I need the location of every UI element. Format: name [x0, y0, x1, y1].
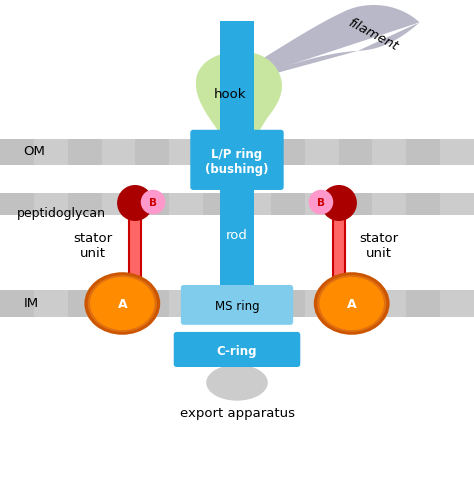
Text: A: A — [118, 298, 127, 311]
Bar — [203, 194, 237, 215]
FancyBboxPatch shape — [190, 131, 283, 191]
Bar — [0, 194, 34, 215]
Bar — [406, 140, 440, 166]
Bar — [271, 194, 305, 215]
Text: IM: IM — [24, 296, 39, 309]
Text: A: A — [347, 298, 356, 311]
Text: MS ring: MS ring — [215, 300, 259, 312]
FancyBboxPatch shape — [181, 286, 293, 325]
Bar — [129, 194, 141, 304]
Text: stator
unit: stator unit — [360, 232, 399, 260]
Bar — [68, 140, 101, 166]
Bar — [271, 291, 305, 317]
Text: stator
unit: stator unit — [73, 232, 112, 260]
Text: OM: OM — [24, 145, 46, 158]
FancyBboxPatch shape — [173, 332, 301, 367]
Bar — [0, 140, 474, 166]
Bar — [68, 291, 101, 317]
Bar — [406, 194, 440, 215]
Bar — [333, 194, 345, 304]
Bar — [136, 291, 169, 317]
Bar — [203, 291, 237, 317]
Text: L/P ring
(bushing): L/P ring (bushing) — [205, 148, 269, 176]
Bar — [338, 194, 373, 215]
Polygon shape — [196, 52, 282, 135]
Circle shape — [117, 186, 153, 222]
Text: rod: rod — [226, 229, 248, 242]
Ellipse shape — [314, 273, 390, 335]
Text: peptidoglycan: peptidoglycan — [17, 206, 106, 219]
Bar — [203, 140, 237, 166]
Ellipse shape — [319, 277, 384, 330]
Text: C-ring: C-ring — [217, 345, 257, 358]
Bar — [271, 140, 305, 166]
Bar — [0, 291, 34, 317]
Text: B: B — [317, 198, 325, 208]
Bar — [338, 140, 373, 166]
Text: export apparatus: export apparatus — [180, 406, 294, 419]
Bar — [0, 140, 34, 166]
Text: B: B — [149, 198, 157, 208]
Text: filament: filament — [346, 16, 401, 53]
Ellipse shape — [88, 276, 157, 332]
Bar — [136, 140, 169, 166]
Ellipse shape — [84, 273, 160, 335]
Bar — [0, 194, 474, 215]
Ellipse shape — [90, 277, 155, 330]
Ellipse shape — [317, 276, 386, 332]
Text: hook: hook — [214, 88, 246, 101]
Bar — [220, 23, 254, 294]
Circle shape — [321, 186, 357, 222]
Circle shape — [309, 191, 333, 215]
Bar — [0, 291, 474, 317]
Bar — [68, 194, 101, 215]
Bar — [338, 291, 373, 317]
Ellipse shape — [206, 365, 268, 401]
Circle shape — [141, 191, 165, 215]
Bar — [406, 291, 440, 317]
Bar — [136, 194, 169, 215]
Polygon shape — [254, 6, 419, 80]
